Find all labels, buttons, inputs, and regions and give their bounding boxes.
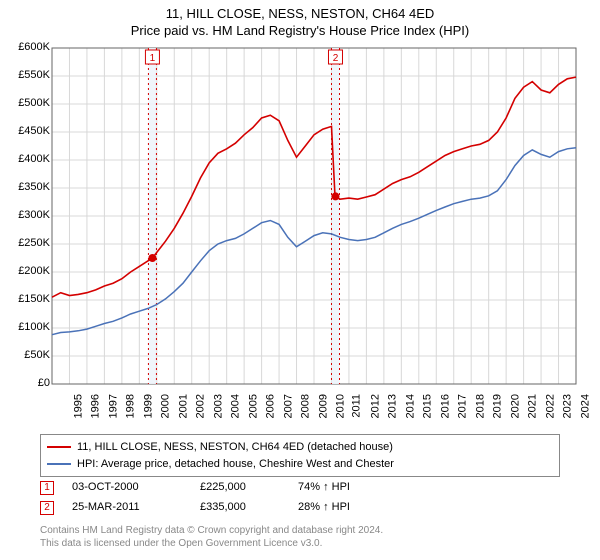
legend-item: HPI: Average price, detached house, Ches… <box>47 456 553 473</box>
y-tick-label: £400K <box>4 153 50 165</box>
x-tick-label: 2000 <box>160 394 172 418</box>
x-tick-label: 1996 <box>90 394 102 418</box>
y-tick-label: £450K <box>4 125 50 137</box>
x-tick-label: 2019 <box>492 394 504 418</box>
chart-area: 12 <box>52 48 576 384</box>
x-tick-label: 2005 <box>247 394 259 418</box>
x-tick-label: 1995 <box>72 394 84 418</box>
x-tick-label: 2007 <box>282 394 294 418</box>
y-axis: £0£50K£100K£150K£200K£250K£300K£350K£400… <box>0 48 50 384</box>
event-price: £335,000 <box>200 498 280 518</box>
chart-container: 11, HILL CLOSE, NESS, NESTON, CH64 4ED P… <box>0 0 600 560</box>
svg-text:1: 1 <box>150 53 156 64</box>
legend-label: 11, HILL CLOSE, NESS, NESTON, CH64 4ED (… <box>77 439 393 456</box>
title-address: 11, HILL CLOSE, NESS, NESTON, CH64 4ED <box>0 6 600 23</box>
y-tick-label: £150K <box>4 293 50 305</box>
y-tick-label: £100K <box>4 321 50 333</box>
y-tick-label: £500K <box>4 97 50 109</box>
x-tick-label: 2004 <box>230 394 242 418</box>
event-row: 1 03-OCT-2000 £225,000 74% ↑ HPI <box>40 478 388 498</box>
x-tick-label: 2013 <box>387 394 399 418</box>
x-tick-label: 2016 <box>439 394 451 418</box>
x-tick-label: 2006 <box>265 394 277 418</box>
x-tick-label: 2020 <box>509 394 521 418</box>
y-tick-label: £0 <box>4 377 50 389</box>
y-tick-label: £250K <box>4 237 50 249</box>
x-tick-label: 2022 <box>544 394 556 418</box>
x-tick-label: 2001 <box>177 394 189 418</box>
legend-swatch <box>47 446 71 448</box>
y-tick-label: £200K <box>4 265 50 277</box>
legend: 11, HILL CLOSE, NESS, NESTON, CH64 4ED (… <box>40 434 560 477</box>
y-tick-label: £300K <box>4 209 50 221</box>
legend-label: HPI: Average price, detached house, Ches… <box>77 456 394 473</box>
x-tick-label: 2023 <box>562 394 574 418</box>
copyright: Contains HM Land Registry data © Crown c… <box>40 524 383 550</box>
y-tick-label: £50K <box>4 349 50 361</box>
legend-swatch <box>47 463 71 465</box>
event-price: £225,000 <box>200 478 280 498</box>
x-axis: 1995 1996 1997 1998 1999 2000 2001 2002 2003 2004… <box>52 388 576 432</box>
x-tick-label: 2014 <box>404 394 416 418</box>
legend-item: 11, HILL CLOSE, NESS, NESTON, CH64 4ED (… <box>47 439 553 456</box>
y-tick-label: £350K <box>4 181 50 193</box>
x-tick-label: 1997 <box>107 394 119 418</box>
x-tick-label: 2015 <box>422 394 434 418</box>
x-tick-label: 2008 <box>300 394 312 418</box>
x-tick-label: 2009 <box>317 394 329 418</box>
event-pct: 74% ↑ HPI <box>298 478 388 498</box>
x-tick-label: 2024 <box>579 394 591 418</box>
x-tick-label: 2002 <box>195 394 207 418</box>
x-tick-label: 2010 <box>334 394 346 418</box>
x-tick-label: 2003 <box>212 394 224 418</box>
x-tick-label: 1999 <box>142 394 154 418</box>
event-date: 25-MAR-2011 <box>72 498 182 518</box>
event-pct: 28% ↑ HPI <box>298 498 388 518</box>
y-tick-label: £550K <box>4 69 50 81</box>
x-tick-label: 2018 <box>474 394 486 418</box>
x-tick-label: 2012 <box>369 394 381 418</box>
x-tick-label: 2017 <box>457 394 469 418</box>
title-subtitle: Price paid vs. HM Land Registry's House … <box>0 23 600 40</box>
event-marker: 1 <box>40 481 54 495</box>
event-marker: 2 <box>40 501 54 515</box>
y-tick-label: £600K <box>4 41 50 53</box>
event-row: 2 25-MAR-2011 £335,000 28% ↑ HPI <box>40 498 388 518</box>
x-tick-label: 2011 <box>351 394 363 418</box>
event-table: 1 03-OCT-2000 £225,000 74% ↑ HPI 2 25-MA… <box>40 478 388 518</box>
event-date: 03-OCT-2000 <box>72 478 182 498</box>
x-tick-label: 2021 <box>527 394 539 418</box>
x-tick-label: 1998 <box>125 394 137 418</box>
svg-text:2: 2 <box>333 53 339 64</box>
